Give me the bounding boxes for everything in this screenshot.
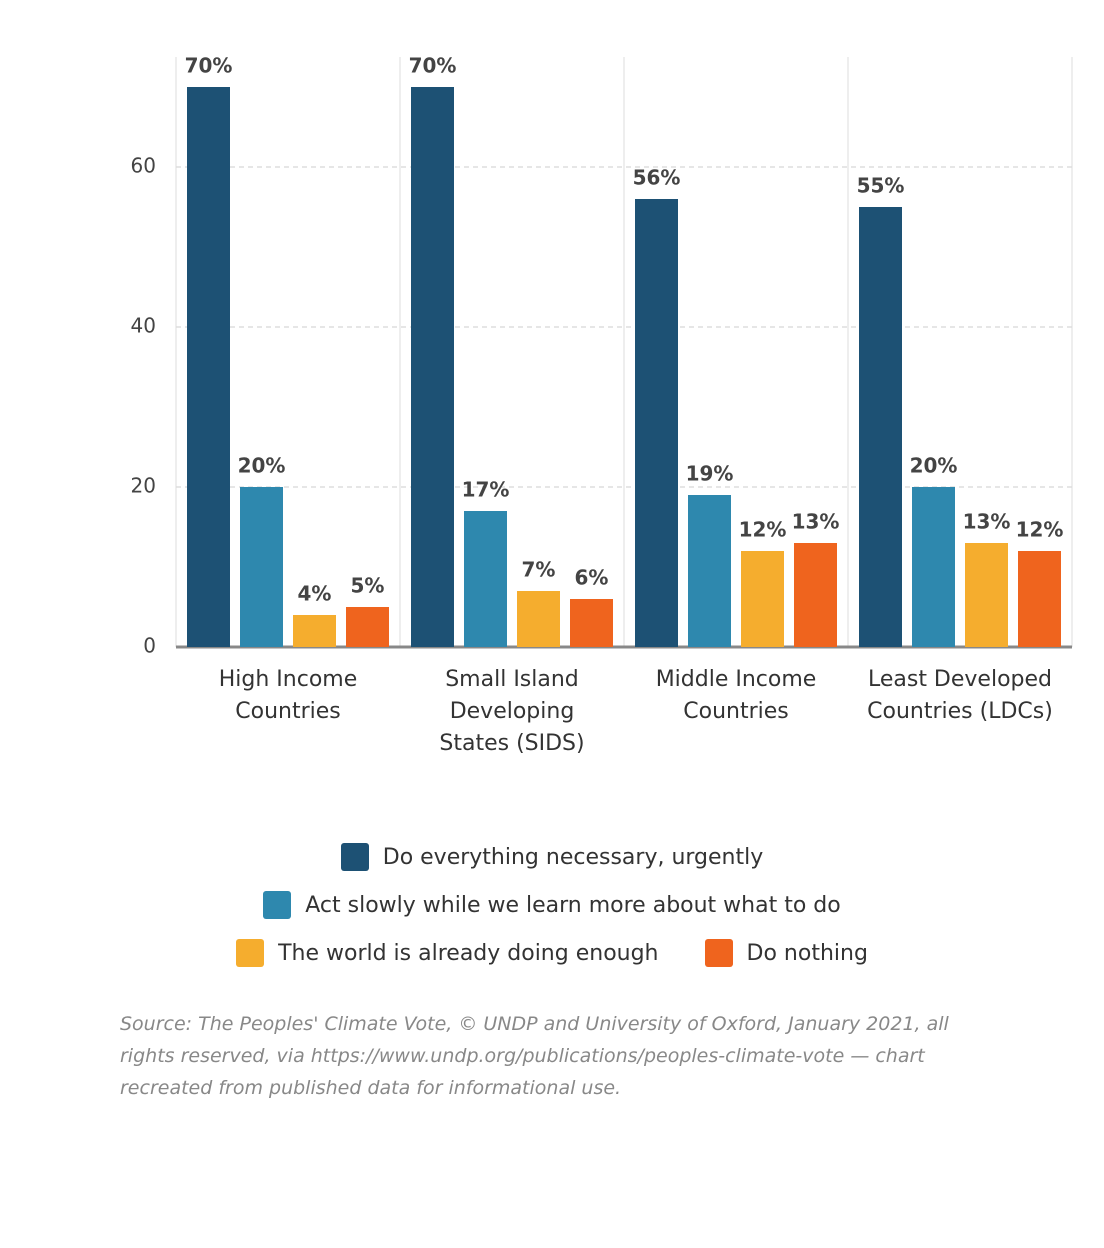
value-label: 55% [857, 174, 905, 198]
bar [794, 543, 837, 647]
value-label: 56% [633, 166, 681, 190]
legend-swatch [263, 891, 292, 919]
bar [240, 487, 283, 647]
bar [912, 487, 955, 647]
value-label: 70% [185, 54, 233, 78]
source-note: Source: The Peoples' Climate Vote, © UND… [120, 1013, 949, 1099]
value-label: 12% [739, 518, 787, 542]
legend-item: The world is already doing enough [236, 936, 659, 970]
legend-swatch [340, 843, 369, 871]
value-label: 6% [575, 566, 609, 590]
bar [570, 599, 613, 647]
bar [346, 607, 389, 647]
value-label: 7% [522, 558, 556, 582]
bar [859, 207, 902, 647]
x-tick-label: Small Island Developing States (SIDS) [439, 667, 585, 756]
y-tick-label: 60 [131, 154, 156, 178]
legend-swatch [236, 939, 265, 967]
bar [965, 543, 1008, 647]
bar [688, 495, 731, 647]
x-tick-label: Least Developed Countries (LDCs) [867, 667, 1053, 724]
legend-swatch [704, 939, 733, 967]
y-tick-label: 0 [143, 634, 156, 658]
bar [464, 511, 507, 647]
value-label: 20% [910, 454, 958, 478]
y-tick-label: 20 [131, 474, 156, 498]
bar [741, 551, 784, 647]
bar [635, 199, 678, 647]
value-label: 19% [686, 462, 734, 486]
value-label: 4% [298, 582, 332, 606]
value-label: 5% [351, 574, 385, 598]
legend-item: Do nothing [704, 936, 868, 970]
value-label: 70% [409, 54, 457, 78]
x-tick-label: Middle Income Countries [655, 667, 817, 724]
value-label: 17% [462, 478, 510, 502]
value-label: 13% [963, 510, 1011, 534]
bar [293, 615, 336, 647]
bar [517, 591, 560, 647]
bar [187, 87, 230, 647]
legend-label: Do nothing [746, 940, 868, 966]
legend-label: Do everything necessary, urgently [382, 844, 764, 870]
value-label: 20% [238, 454, 286, 478]
legend: Do everything necessary, urgently Act slo… [120, 840, 984, 970]
value-label: 13% [792, 510, 840, 534]
legend-label: The world is already doing enough [278, 940, 659, 966]
legend-item: Act slowly while we learn more about wha… [120, 888, 984, 922]
legend-item: Do everything necessary, urgently [120, 840, 984, 874]
bar [411, 87, 454, 647]
bar [1018, 551, 1061, 647]
legend-label: Act slowly while we learn more about wha… [305, 892, 841, 918]
y-tick-label: 40 [131, 314, 156, 338]
value-label: 12% [1016, 518, 1064, 542]
x-tick-label: High Income Countries [218, 667, 358, 724]
